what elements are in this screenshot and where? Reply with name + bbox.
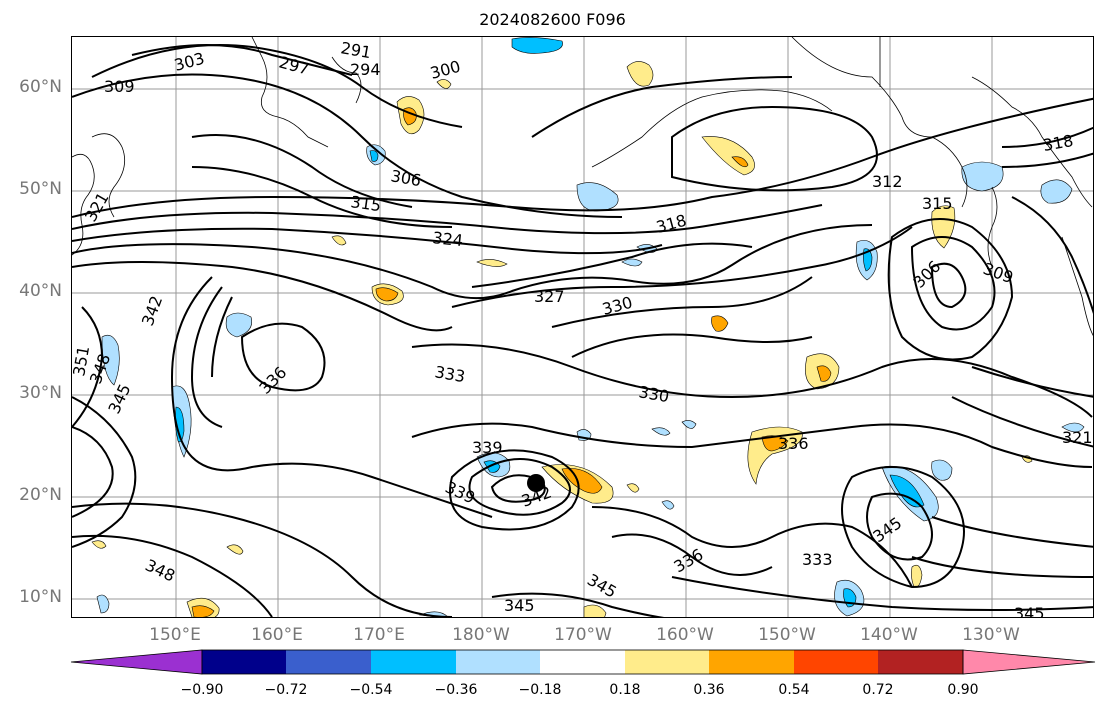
colorbar-tick: −0.18 bbox=[518, 682, 562, 698]
contour-label: 333 bbox=[802, 550, 833, 569]
contour-label: 345 bbox=[584, 570, 620, 602]
colorbar-segment bbox=[625, 650, 709, 674]
contour-label: 351 bbox=[72, 344, 93, 377]
map-panel[interactable]: 291 294 297 300 303 309 306 315 318 324 … bbox=[71, 36, 1094, 618]
lon-label-150e: 150°E bbox=[149, 625, 201, 645]
map-canvas: 291 294 297 300 303 309 306 315 318 324 … bbox=[72, 37, 1093, 618]
lon-label-170w: 170°W bbox=[554, 625, 612, 645]
colorbar-tick: −0.54 bbox=[349, 682, 393, 698]
lat-label-50n: 50°N bbox=[19, 179, 62, 199]
contour-label: 303 bbox=[172, 49, 206, 75]
coastlines bbox=[72, 37, 1093, 336]
contour-label: 315 bbox=[349, 192, 382, 215]
lon-label-180w: 180°W bbox=[452, 625, 510, 645]
colorbar-segment bbox=[709, 650, 794, 674]
contour-label: 330 bbox=[600, 293, 634, 319]
contour-label: 318 bbox=[1041, 131, 1074, 155]
contour-label: 318 bbox=[654, 211, 688, 237]
contour-label: 327 bbox=[534, 287, 565, 306]
colorbar-segment bbox=[286, 650, 371, 674]
lat-label-30n: 30°N bbox=[19, 383, 62, 403]
lat-label-20n: 20°N bbox=[19, 485, 62, 505]
contour-label: 312 bbox=[872, 172, 903, 191]
colorbar-segment bbox=[456, 650, 540, 674]
contour-label: 294 bbox=[350, 60, 381, 79]
colorbar-tick: −0.72 bbox=[264, 682, 308, 698]
contour-label: 348 bbox=[142, 555, 178, 585]
contour-label: 306 bbox=[389, 166, 422, 190]
storm-position-marker bbox=[527, 474, 545, 492]
lat-label-40n: 40°N bbox=[19, 281, 62, 301]
contour-label: 345 bbox=[1014, 604, 1045, 618]
contour-lines bbox=[72, 44, 1093, 617]
contour-label-group: 291 294 297 300 303 309 306 315 318 324 … bbox=[72, 38, 1093, 618]
colorbar-tick: 0.18 bbox=[609, 682, 641, 698]
contour-label: 342 bbox=[138, 293, 166, 328]
colorbar-extend-low bbox=[70, 649, 203, 675]
contour-label: 309 bbox=[981, 259, 1016, 287]
contour-label: 291 bbox=[339, 38, 372, 62]
contour-label: 333 bbox=[433, 362, 466, 386]
colorbar-tick: 0.36 bbox=[693, 682, 725, 698]
colorbar-segment bbox=[371, 650, 456, 674]
contour-label: 336 bbox=[671, 545, 707, 577]
lon-label-160e: 160°E bbox=[251, 625, 303, 645]
map-title: 2024082600 F096 bbox=[479, 10, 626, 29]
contour-label: 300 bbox=[428, 57, 462, 83]
graticule bbox=[72, 37, 1093, 617]
contour-label: 330 bbox=[637, 382, 670, 406]
contour-label: 315 bbox=[922, 194, 953, 213]
contour-label: 297 bbox=[277, 53, 311, 79]
contour-label: 324 bbox=[432, 228, 464, 250]
lon-label-140w: 140°W bbox=[860, 625, 918, 645]
contour-label: 345 bbox=[504, 596, 535, 615]
colorbar-tick: −0.36 bbox=[434, 682, 478, 698]
lon-label-170e: 170°E bbox=[353, 625, 405, 645]
colorbar-tick: 0.90 bbox=[947, 682, 979, 698]
lon-label-130w: 130°W bbox=[962, 625, 1020, 645]
colorbar-segment bbox=[540, 650, 625, 674]
contour-label: 306 bbox=[909, 257, 944, 292]
shading-patches bbox=[91, 37, 1085, 617]
lat-label-10n: 10°N bbox=[19, 587, 62, 607]
contour-label: 339 bbox=[472, 438, 503, 457]
colorbar-tick: 0.54 bbox=[778, 682, 810, 698]
colorbar-extend-high bbox=[962, 649, 1096, 675]
contour-label: 336 bbox=[255, 363, 290, 398]
contour-label: 309 bbox=[104, 77, 135, 96]
lon-label-150w: 150°W bbox=[758, 625, 816, 645]
contour-label: 321 bbox=[1062, 428, 1093, 447]
colorbar-segment bbox=[202, 650, 286, 674]
colorbar bbox=[70, 649, 1096, 675]
colorbar-segment bbox=[878, 650, 963, 674]
colorbar-tick: −0.90 bbox=[180, 682, 224, 698]
contour-label: 336 bbox=[778, 434, 809, 453]
lon-label-160w: 160°W bbox=[656, 625, 714, 645]
colorbar-tick: 0.72 bbox=[862, 682, 894, 698]
contour-label: 345 bbox=[104, 381, 134, 417]
contour-label: 321 bbox=[81, 189, 113, 225]
colorbar-segment bbox=[794, 650, 878, 674]
lat-label-60n: 60°N bbox=[19, 77, 62, 97]
